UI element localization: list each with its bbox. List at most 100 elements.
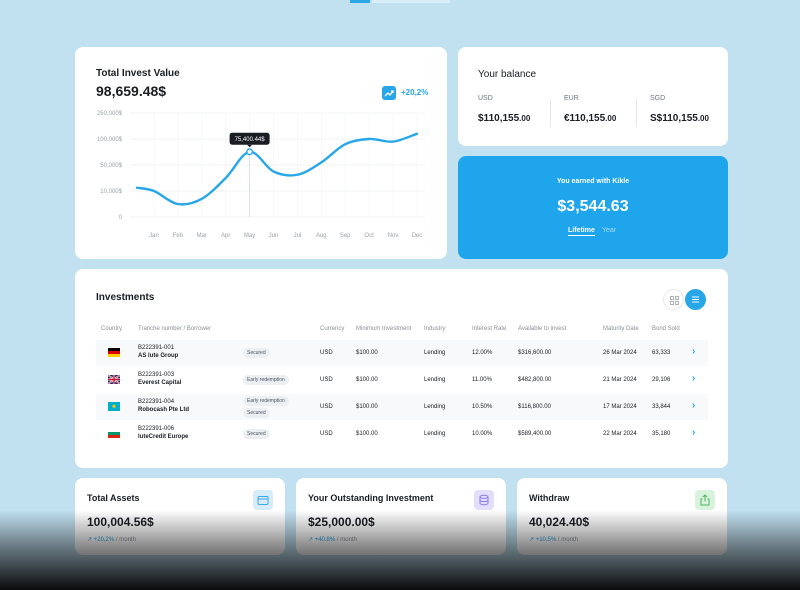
wallet-icon	[253, 490, 273, 510]
top-tab-track	[372, 0, 450, 3]
col-header-currency: Currency	[320, 326, 345, 332]
balance-title: Your balance	[478, 69, 537, 80]
invest-title: Total Invest Value	[96, 68, 180, 79]
borrower-name: Everest Capital	[138, 380, 182, 386]
tab-lifetime[interactable]: Lifetime	[568, 227, 595, 236]
x-tick-label: Sep	[340, 233, 351, 239]
divider	[636, 99, 637, 127]
interest-rate: 10.00%	[472, 431, 493, 437]
divider	[550, 99, 551, 127]
maturity-date: 22 Mar 2024	[603, 431, 637, 437]
maturity-date: 21 Mar 2024	[603, 377, 637, 383]
x-tick-label: Apr	[221, 233, 230, 239]
borrower-name: luteCredit Europe	[138, 434, 189, 440]
share-icon[interactable]	[695, 490, 715, 510]
borrower-name: AS lute Group	[138, 353, 179, 359]
min-investment: $100.00	[356, 431, 378, 437]
trend-up-icon	[382, 86, 396, 100]
y-tick-label: 0	[119, 215, 123, 221]
maturity-date: 26 Mar 2024	[603, 350, 637, 356]
list-view-button[interactable]	[685, 289, 706, 310]
col-header-maturity: Maturity Date	[603, 326, 639, 332]
tranche-number: B222391-003	[138, 372, 175, 378]
stat-title: Total Assets	[87, 493, 140, 503]
status-badge: Secured	[243, 348, 270, 358]
currency-label: USD	[478, 95, 493, 102]
bond-sold: 63,333	[652, 350, 671, 356]
balance-card: Your balance USD $110,155.00 EUR €110,15…	[458, 47, 728, 146]
top-tab-indicator	[350, 0, 370, 3]
chevron-right-icon[interactable]: ›	[692, 427, 696, 438]
x-tick-label: Feb	[173, 233, 184, 239]
x-tick-label: Jan	[149, 233, 159, 239]
chevron-right-icon[interactable]: ›	[692, 346, 696, 357]
min-investment: $100.00	[356, 377, 378, 383]
table-row[interactable]: B222391-004 Robocash Pte Ltd Early redem…	[96, 394, 708, 420]
available: $589,400.00	[518, 431, 552, 437]
balance-eur: EUR €110,155.00	[564, 95, 616, 124]
table-row[interactable]: B222391-003 Everest Capital Early redemp…	[96, 367, 708, 393]
tab-year[interactable]: Year	[602, 227, 617, 234]
maturity-date: 17 Mar 2024	[603, 404, 637, 410]
currency-label: EUR	[564, 95, 579, 102]
grid-view-button[interactable]	[663, 289, 684, 310]
currency-label: SGD	[650, 95, 666, 102]
interest-rate: 11.00%	[472, 377, 492, 383]
x-tick-label: May	[244, 233, 255, 239]
tooltip-label: 75,400.44$	[235, 137, 266, 143]
x-tick-label: Nov	[388, 233, 399, 239]
stat-change: ↗ +20,2% / month	[87, 537, 136, 543]
stat-change: ↗ +40.8% / month	[308, 537, 357, 543]
min-investment: $100.00	[356, 350, 378, 356]
invest-line-chart: 250,000$ 100,000$ 50,000$ 10,000$ 0 Jan Feb Mar…	[97, 111, 425, 239]
invest-trend: +20,2%	[401, 88, 429, 97]
stat-change: ↗ +10,5% / month	[529, 537, 578, 543]
invest-value: 98,659.48$	[96, 83, 167, 99]
industry: Lending	[424, 404, 446, 410]
chevron-right-icon[interactable]: ›	[692, 400, 696, 411]
stat-title: Withdraw	[529, 493, 570, 503]
col-header-interest-rate: Interest Rate	[472, 326, 507, 332]
table-row[interactable]: B222391-006 luteCredit Europe Secured US…	[96, 421, 708, 447]
currency-amount: €110,155.00	[564, 113, 617, 124]
x-tick-label: Dec	[412, 233, 423, 239]
borrower-name: Robocash Pte Ltd	[138, 407, 190, 413]
min-investment: $100.00	[356, 404, 378, 410]
col-header-bond-sold: Bond Sold	[652, 326, 680, 332]
list-icon	[692, 296, 699, 303]
status-badge: Early redemption	[243, 375, 289, 385]
col-header-min-investment: Minimum Investment	[356, 326, 412, 332]
industry: Lending	[424, 350, 446, 356]
balance-sgd: SGD S$110,155.00	[650, 95, 709, 124]
y-tick-label: 100,000$	[97, 137, 123, 143]
x-tick-label: Mar	[197, 233, 207, 239]
grid-icon	[670, 296, 679, 305]
investments-title: Investments	[96, 292, 155, 303]
col-header-industry: Industry	[424, 326, 446, 332]
y-tick-label: 250,000$	[97, 111, 123, 117]
industry: Lending	[424, 377, 446, 383]
chevron-right-icon[interactable]: ›	[692, 373, 696, 384]
withdraw-card: Withdraw 40,024.40$ ↗ +10,5% / month	[517, 478, 727, 555]
currency-amount: S$110,155.00	[650, 113, 709, 124]
stat-value: $25,000.00$	[308, 515, 375, 529]
interest-rate: 12.00%	[472, 350, 493, 356]
bulgaria-flag-icon	[108, 429, 120, 438]
bond-sold: 35,180	[652, 431, 671, 437]
y-tick-label: 10,000$	[100, 189, 122, 195]
outstanding-investment-card: Your Outstanding Investment $25,000.00$ …	[296, 478, 506, 555]
earned-title: You earned with Kikle	[556, 178, 630, 185]
table-row[interactable]: B222391-001 AS lute Group Secured USD $1…	[96, 340, 708, 366]
tooltip-box	[229, 132, 270, 145]
x-tick-label: Jul	[294, 233, 302, 239]
currency: USD	[320, 431, 333, 437]
col-header-available: Available to invest	[518, 326, 567, 332]
col-header-tranche: Tranche number / Borrower	[138, 326, 212, 332]
status-badge: Secured	[243, 429, 270, 439]
kazakhstan-flag-icon	[108, 402, 120, 411]
investments-card: Investments Country Tranche number / Bor…	[75, 269, 728, 468]
germany-flag-icon	[108, 348, 120, 357]
available: $482,800.00	[518, 377, 552, 383]
database-icon	[474, 490, 494, 510]
stat-value: 40,024.40$	[529, 515, 590, 529]
